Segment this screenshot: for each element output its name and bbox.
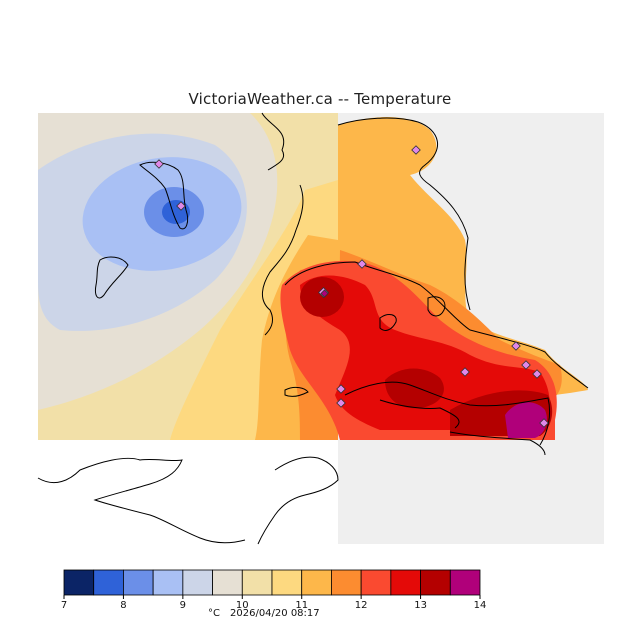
weather-stations[interactable] — [154, 145, 549, 428]
station-marker[interactable] — [532, 369, 542, 379]
station-marker[interactable] — [336, 384, 346, 394]
units-label: °C — [208, 608, 220, 619]
coastlines — [37, 112, 589, 545]
station-marker[interactable] — [336, 398, 346, 408]
station-marker[interactable] — [411, 145, 421, 155]
station-marker[interactable] — [539, 418, 549, 428]
station-marker[interactable] — [357, 259, 367, 269]
station-marker[interactable] — [521, 360, 531, 370]
station-marker[interactable] — [460, 367, 470, 377]
temperature-contours — [38, 113, 588, 440]
station-marker[interactable] — [176, 201, 186, 211]
station-marker[interactable] — [511, 341, 521, 351]
station-marker[interactable] — [320, 289, 329, 298]
map-title: VictoriaWeather.ca -- Temperature — [188, 90, 452, 108]
timestamp: 2026/04/20 08:17 — [230, 608, 320, 619]
station-marker[interactable] — [154, 159, 164, 169]
outside-analysis-area — [38, 440, 338, 544]
